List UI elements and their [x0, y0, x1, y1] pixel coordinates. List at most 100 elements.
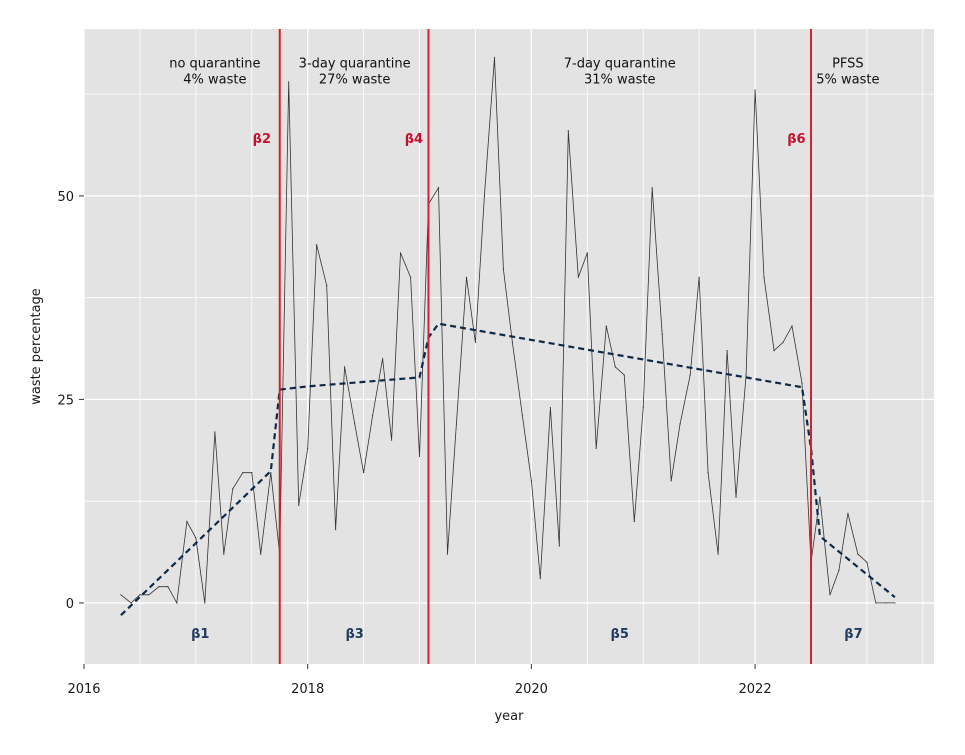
x-tick-label: 2016 [67, 682, 100, 697]
observed-point [130, 602, 132, 604]
observed-point [409, 276, 412, 278]
coefficient-label: β6 [787, 132, 805, 147]
observed-point [735, 496, 737, 498]
observed-point [483, 195, 485, 197]
observed-point [782, 341, 784, 344]
observed-point [251, 472, 253, 474]
observed-point [549, 406, 551, 409]
observed-point [176, 602, 178, 604]
observed-point [558, 545, 560, 547]
observed-point [232, 488, 234, 490]
observed-point [382, 358, 384, 360]
observed-point [399, 252, 402, 254]
observed-point [354, 423, 356, 425]
observed-point [343, 366, 346, 368]
coefficient-label: β7 [844, 627, 862, 642]
observed-point [763, 276, 765, 278]
observed-point [614, 366, 616, 368]
observed-point [298, 504, 300, 506]
observed-point [242, 472, 244, 474]
observed-point [214, 431, 216, 433]
observed-point [418, 455, 421, 458]
observed-point [530, 480, 532, 482]
observed-point [223, 553, 225, 555]
observed-point [474, 341, 477, 344]
observed-point [651, 187, 653, 189]
observed-point [493, 56, 496, 59]
observed-point [894, 602, 896, 604]
observed-point [446, 553, 449, 555]
observed-point [437, 187, 440, 189]
coefficient-label: β5 [611, 627, 629, 642]
observed-point [707, 472, 709, 474]
observed-point [455, 423, 458, 425]
observed-point [577, 276, 579, 278]
observed-point [819, 496, 821, 498]
phase-annotation: no quarantine [169, 56, 260, 71]
x-tick-label: 2020 [515, 682, 548, 697]
observed-point [829, 594, 831, 596]
observed-point [511, 341, 513, 344]
observed-point [679, 423, 681, 425]
y-tick-label: 0 [66, 597, 74, 612]
observed-point [158, 586, 160, 588]
observed-point [326, 284, 328, 287]
annotation-layer: no quarantine 4% waste 3-day quarantine 27%… [169, 56, 879, 642]
observed-point [745, 374, 747, 376]
plot-panel [84, 29, 934, 664]
observed-point [857, 553, 859, 555]
coefficient-label: β1 [191, 627, 209, 642]
observed-point [148, 594, 150, 596]
x-axis-label: year [494, 709, 524, 724]
observed-point [465, 276, 468, 278]
observed-point [773, 349, 775, 352]
observed-point [371, 415, 374, 417]
x-tick-label: 2018 [291, 682, 324, 697]
phase-annotation: 4% waste [183, 73, 246, 88]
observed-point [363, 472, 365, 474]
observed-point [539, 577, 541, 580]
observed-point [633, 520, 635, 523]
x-tick-label: 2022 [739, 682, 772, 697]
observed-point [502, 268, 505, 270]
observed-point [642, 406, 644, 409]
observed-point [847, 512, 849, 514]
observed-point [838, 569, 840, 571]
observed-point [623, 374, 625, 376]
observed-point [661, 333, 663, 335]
observed-point [204, 602, 206, 604]
observed-point [335, 529, 337, 531]
observed-point [139, 594, 141, 596]
observed-point [717, 553, 719, 555]
observed-point [195, 537, 197, 539]
observed-point [698, 276, 700, 278]
phase-annotation: 7-day quarantine [564, 56, 676, 71]
y-tick-label: 50 [57, 190, 74, 205]
observed-point [754, 89, 756, 91]
observed-point [726, 349, 728, 352]
observed-point [885, 602, 887, 604]
observed-point [260, 553, 262, 555]
phase-annotation: 5% waste [816, 73, 879, 88]
phase-annotation: 3-day quarantine [299, 56, 411, 71]
coefficient-label: β4 [405, 132, 423, 147]
y-axis-label: waste percentage [29, 288, 44, 405]
coefficient-label: β2 [253, 132, 271, 147]
observed-point [270, 472, 272, 474]
breakpoint-layer [278, 29, 812, 664]
observed-point [791, 325, 793, 327]
phase-annotation: 27% waste [319, 73, 391, 88]
observed-point [866, 561, 868, 563]
observed-point [670, 480, 672, 482]
coefficient-label: β3 [345, 627, 363, 642]
observed-waste-line [120, 57, 895, 605]
observed-point [288, 81, 290, 83]
observed-point [567, 130, 569, 132]
phase-annotation: 31% waste [584, 73, 656, 88]
axes-layer: 2016 2018 2020 2022 0 25 50 [57, 190, 771, 697]
observed-point [521, 415, 524, 417]
observed-point [689, 374, 691, 376]
observed-point [120, 594, 122, 596]
